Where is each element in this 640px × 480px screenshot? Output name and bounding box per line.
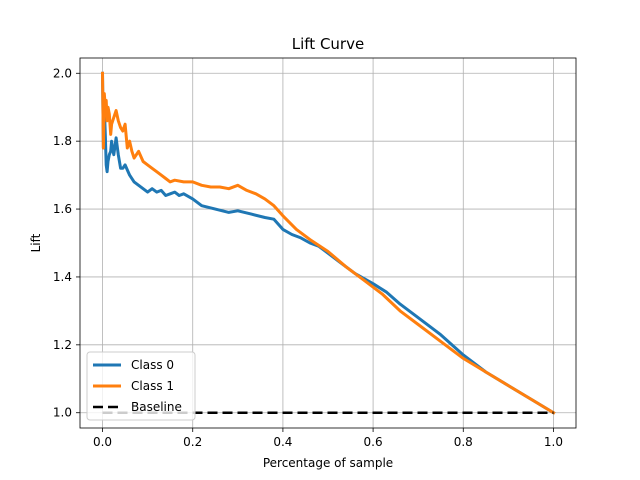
x-tick-label-1: 0.2 bbox=[183, 435, 202, 449]
x-tick-label-5: 1.0 bbox=[544, 435, 563, 449]
y-axis-label: Lift bbox=[29, 233, 43, 252]
x-axis-ticks: 0.0 0.2 0.4 0.6 0.8 1.0 bbox=[93, 428, 563, 449]
legend-box bbox=[86, 351, 196, 421]
y-tick-label-1: 1.2 bbox=[53, 338, 72, 352]
plot-frame bbox=[79, 57, 577, 429]
y-tick-label-5: 2.0 bbox=[53, 66, 72, 80]
x-tick-label-3: 0.6 bbox=[364, 435, 383, 449]
legend: Class 0 Class 1 Baseline bbox=[86, 351, 196, 421]
x-tick-label-4: 0.8 bbox=[454, 435, 473, 449]
x-tick-label-0: 0.0 bbox=[93, 435, 112, 449]
x-tick-label-2: 0.4 bbox=[273, 435, 292, 449]
series-line-class-0 bbox=[100, 71, 556, 415]
x-axis-label: Percentage of sample bbox=[263, 456, 393, 470]
legend-label-baseline: Baseline bbox=[131, 400, 182, 414]
chart-title: Lift Curve bbox=[292, 35, 364, 53]
legend-label-class-0: Class 0 bbox=[131, 358, 174, 372]
y-tick-label-0: 1.0 bbox=[53, 406, 72, 420]
legend-label-class-1: Class 1 bbox=[131, 379, 174, 393]
y-tick-label-2: 1.4 bbox=[53, 270, 72, 284]
series-line-class-1 bbox=[100, 71, 556, 415]
y-tick-label-4: 1.8 bbox=[53, 134, 72, 148]
y-tick-label-3: 1.6 bbox=[53, 202, 72, 216]
y-axis-ticks: 1.0 1.2 1.4 1.6 1.8 2.0 bbox=[53, 66, 80, 420]
